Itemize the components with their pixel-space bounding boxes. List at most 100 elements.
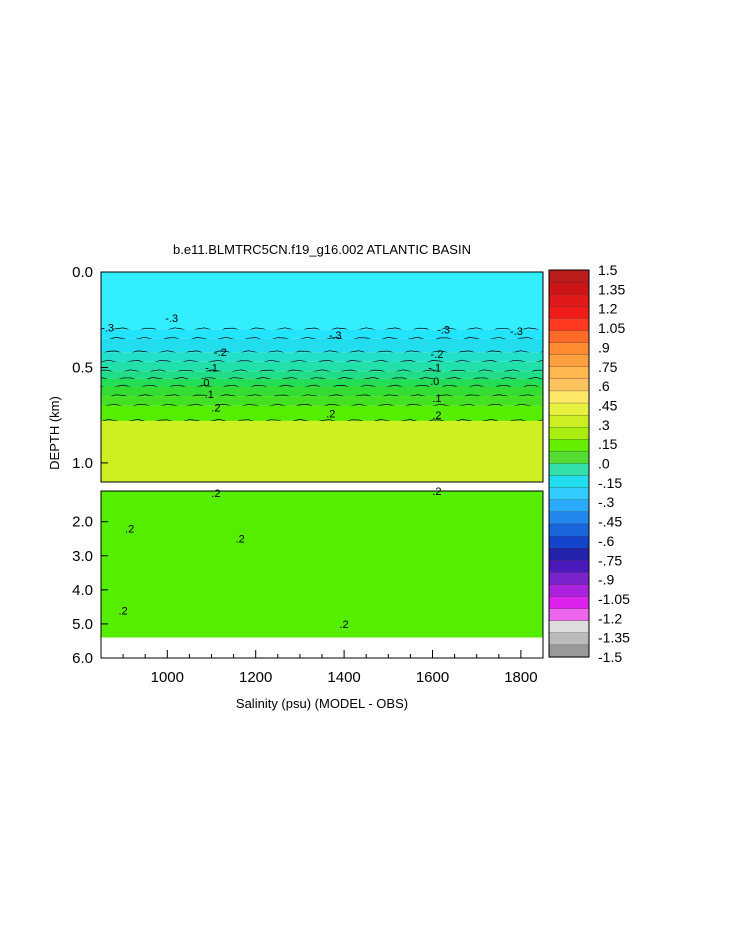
x-axis: 1000 1200 1400 1600 1800 [122, 650, 544, 686]
colorbar-label: 1.2 [598, 301, 618, 317]
colorbar-swatch [548, 269, 590, 283]
colorbar-swatch [548, 281, 590, 295]
lower-panel-contour-label: .2 [432, 486, 441, 498]
y-tick-label: 4.0 [72, 582, 93, 599]
y-tick-label: 0.0 [72, 264, 93, 281]
y-tick-label: 2.0 [72, 514, 93, 531]
colorbar-swatch [548, 620, 590, 634]
colorbar-swatch [548, 306, 590, 319]
upper-panel-contour-label: -.3 [101, 322, 114, 334]
colorbar-label: -1.05 [598, 591, 630, 607]
upper-panel-frame [100, 271, 544, 483]
lower-panel-band [101, 491, 543, 638]
upper-panel-band [101, 329, 543, 339]
colorbar-swatch [548, 608, 590, 622]
lower-panel-contour-label: .2 [125, 523, 134, 535]
colorbar-label: -1.35 [598, 630, 630, 646]
colorbar-label: .9 [598, 339, 610, 355]
upper-panel-contour-label: -.2 [430, 349, 443, 361]
upper-panel-band [101, 405, 543, 421]
colorbar-swatch [548, 414, 590, 428]
y-tick-label: 3.0 [72, 548, 93, 565]
upper-panel-band [101, 361, 543, 372]
y-tick-label: 5.0 [72, 616, 93, 633]
colorbar-swatch [548, 511, 590, 525]
colorbar-swatch [548, 294, 590, 307]
lower-panel-contour-label: .2 [236, 534, 245, 546]
upper-panel-band [101, 352, 543, 362]
upper-panel-contour-label: -.3 [165, 313, 178, 325]
upper-panel-band [101, 420, 543, 482]
colorbar-label: .6 [598, 378, 610, 394]
x-tick-label: 1000 [151, 669, 184, 686]
upper-panel-contour-label: -.3 [437, 324, 450, 336]
x-tick-label: 1400 [327, 669, 360, 686]
colorbar-label: -.45 [598, 514, 622, 530]
upper-panel-contour-label: .2 [432, 410, 441, 422]
colorbar-swatch [548, 366, 590, 380]
colorbar-swatch [548, 535, 590, 549]
upper-panel-contour-label: -.2 [214, 347, 227, 359]
colorbar-swatch [548, 390, 590, 404]
y-tick-label: 0.5 [72, 359, 93, 376]
upper-panel-contour-label: .0 [200, 378, 209, 390]
colorbar-label: -.3 [598, 494, 615, 510]
upper-panel: -.3-.3-.3 -.3 -.3-.2 -.2-.1 -.1.0.0.1.1.2.2.… [100, 271, 544, 483]
colorbar-label: -1.5 [598, 649, 622, 665]
colorbar-label: 1.35 [598, 281, 625, 297]
colorbar-swatch [548, 499, 590, 513]
upper-panel-contour-label: .2 [211, 403, 220, 415]
upper-panel-contour-label: -.1 [205, 362, 218, 374]
colorbar-swatch [548, 560, 590, 573]
x-axis-label: Salinity (psu) (MODEL - OBS) [236, 696, 408, 711]
colorbar-swatch [548, 342, 590, 356]
colorbar-label: .15 [598, 436, 618, 452]
colorbar-swatch [548, 523, 590, 537]
upper-panel-contour-label: -.3 [329, 330, 342, 342]
upper-panel-band [101, 371, 543, 379]
colorbar-label: -.15 [598, 475, 622, 491]
colorbar-label: -1.2 [598, 610, 622, 626]
colorbar-swatch [548, 451, 590, 465]
upper-panel-contour-label: .0 [430, 376, 439, 388]
colorbar-label: -.75 [598, 552, 622, 568]
colorbar-swatch [548, 463, 590, 477]
lower-panel: .2 .2 .2 .2 .2 .2 [100, 486, 544, 659]
lower-panel-contour-label: .2 [340, 619, 349, 631]
colorbar-label: 1.5 [598, 262, 618, 278]
upper-panel-band [101, 272, 543, 330]
colorbar-swatch [548, 596, 590, 610]
y-tick-label: 1.0 [72, 455, 93, 472]
upper-panel-contour-label: -.1 [428, 362, 441, 374]
colorbar-swatch [548, 427, 590, 440]
upper-panel-contour-label: .2 [326, 408, 335, 420]
colorbar-swatch [548, 378, 590, 392]
colorbar-label: .45 [598, 397, 618, 413]
colorbar-label: -.6 [598, 533, 615, 549]
colorbar-swatch [548, 330, 590, 344]
colorbar-swatch [548, 548, 590, 561]
colorbar-label: -.9 [598, 572, 615, 588]
colorbar-swatch [548, 354, 590, 368]
lower-panel-contour-label: .2 [211, 488, 220, 500]
x-tick-label: 1800 [504, 669, 537, 686]
upper-panel-band [101, 396, 543, 406]
chart-title: b.e11.BLMTRC5CN.f19_g16.002 ATLANTIC BAS… [173, 242, 471, 257]
colorbar-swatch [548, 487, 590, 501]
lower-panel-contour-label: .2 [119, 605, 128, 617]
y-axis: 0.0 0.5 1.0 2.0 3.0 4.0 5.0 6.0 [72, 264, 108, 667]
x-tick-label: 1200 [239, 669, 272, 686]
colorbar-label: .75 [598, 359, 618, 375]
colorbar-swatch [548, 402, 590, 416]
colorbar-swatch [548, 318, 590, 332]
colorbar-swatch [548, 584, 590, 598]
upper-panel-contour-label: .1 [432, 393, 441, 405]
colorbar-swatch [548, 475, 590, 489]
colorbar-label: .0 [598, 456, 610, 472]
colorbar: 1.5 1.35 1.2 1.05 .9 .75 .6 .45 .3 .15 .0 -.15 -.3 -.… [548, 262, 630, 665]
colorbar-swatch [548, 632, 590, 646]
upper-panel-contour-label: .1 [205, 389, 214, 401]
y-axis-label: DEPTH (km) [47, 396, 62, 470]
